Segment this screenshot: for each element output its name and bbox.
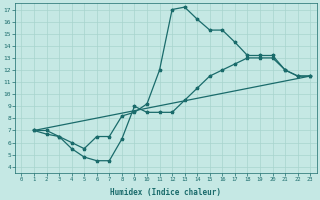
X-axis label: Humidex (Indice chaleur): Humidex (Indice chaleur)	[110, 188, 221, 197]
